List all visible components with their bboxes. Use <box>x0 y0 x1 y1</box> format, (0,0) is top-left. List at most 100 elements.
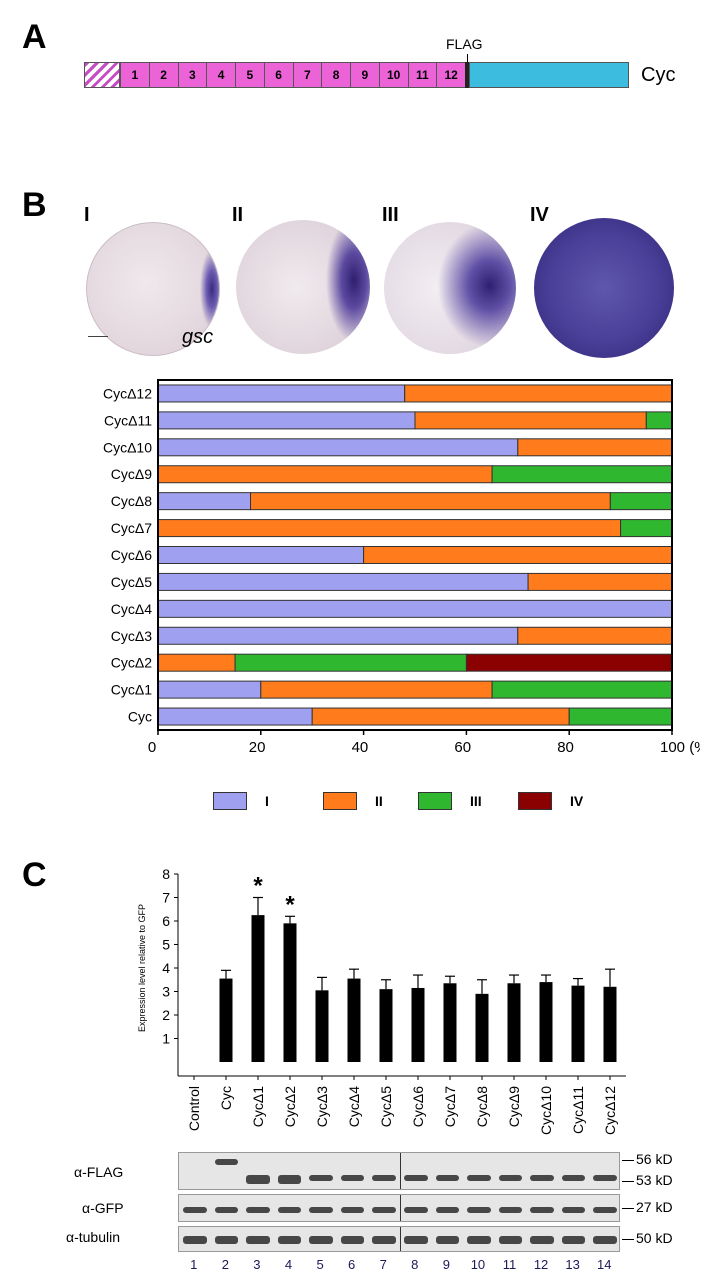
category-label-11: CycΔ2 <box>111 655 152 671</box>
blot-band-tubulin-12 <box>530 1236 554 1244</box>
bar-14 <box>603 986 617 1062</box>
blot-band-tubulin-2 <box>214 1236 239 1244</box>
bar-segment-6-3 <box>620 519 673 538</box>
panel-a-letter: A <box>22 18 47 56</box>
lane-number-1: 1 <box>190 1257 198 1272</box>
x-category-label-13: CycΔ11 <box>570 1086 586 1134</box>
y-tick-label-1: 1 <box>162 1031 170 1047</box>
lane-number-10: 10 <box>470 1257 486 1272</box>
domain-box-11: 11 <box>407 62 438 88</box>
blot-band-tubulin-6 <box>340 1236 365 1244</box>
construct-label: Cyc <box>641 64 676 86</box>
legend-swatch-iv <box>518 792 552 810</box>
flag-tick <box>467 54 468 62</box>
x-category-label-6: CycΔ4 <box>346 1086 362 1127</box>
mature-domain <box>469 62 629 88</box>
kd-tick-50 <box>622 1239 634 1240</box>
blot-label-flag: α-FLAG <box>74 1164 124 1180</box>
kd-label-56: 56 kD <box>636 1151 673 1167</box>
bar-segment-10-2 <box>517 626 673 645</box>
blot-label-tubulin: α-tubulin <box>66 1229 121 1245</box>
x-category-label-11: CycΔ9 <box>506 1086 522 1127</box>
category-label-13: Cyc <box>128 709 152 725</box>
blot-band-tubulin-13 <box>561 1236 586 1244</box>
bar-3 <box>251 915 265 1062</box>
x-tick-label-5: 100 (%) <box>660 739 700 756</box>
flag-label: FLAG <box>446 36 483 52</box>
bar-segment-9-1 <box>157 599 673 618</box>
kd-label-50: 50 kD <box>636 1230 673 1246</box>
lane-number-11: 11 <box>502 1257 517 1272</box>
kd-label-53: 53 kD <box>636 1172 673 1188</box>
prodomain-box <box>84 62 120 88</box>
blot-band-flag-6 <box>340 1175 365 1181</box>
legend-swatch-iii <box>418 792 452 810</box>
blot-band-gfp-6 <box>340 1207 365 1213</box>
blot-band-flag-11 <box>498 1175 523 1181</box>
x-tick-label-4: 80 <box>557 739 574 756</box>
panel-b-letter: B <box>22 186 47 224</box>
blot-strip-tubulin <box>178 1226 620 1252</box>
legend-swatch-ii <box>323 792 357 810</box>
bar-segment-11-3 <box>234 653 467 672</box>
blot-band-flag-8 <box>404 1175 428 1181</box>
bar-segment-2-1 <box>157 411 416 430</box>
legend-label-i: I <box>265 793 269 809</box>
category-label-8: CycΔ5 <box>111 574 152 590</box>
kd-label-27: 27 kD <box>636 1199 673 1215</box>
bar-13 <box>571 985 585 1062</box>
blot-band-gfp-10 <box>467 1207 491 1213</box>
x-category-label-4: CycΔ2 <box>282 1086 298 1127</box>
x-category-label-7: CycΔ5 <box>378 1086 394 1127</box>
significance-marker-4: * <box>285 891 295 918</box>
lane-number-9: 9 <box>442 1257 450 1272</box>
blot-divider-flag <box>400 1153 401 1189</box>
category-label-2: CycΔ11 <box>104 412 152 428</box>
x-category-label-1: Control <box>186 1086 202 1131</box>
embryo-image-i <box>86 222 220 356</box>
blot-band-flag-12 <box>530 1175 554 1181</box>
plot-frame <box>157 379 673 731</box>
lane-number-6: 6 <box>348 1257 356 1272</box>
domain-box-10: 10 <box>378 62 409 88</box>
expression-bar-chart: 1 2 3 4 5 6 7 8 Expression level relative to GFP… <box>137 866 626 1135</box>
y-axis-label: Expression level relative to GFP <box>137 904 147 1032</box>
x-tick-label-2: 40 <box>352 739 369 756</box>
bar-segment-5-1 <box>157 492 252 511</box>
bar-segment-12-3 <box>491 680 673 699</box>
blot-band-tubulin-4 <box>277 1236 302 1244</box>
legend-label-ii: II <box>375 793 383 809</box>
blot-strip-gfp <box>178 1194 620 1222</box>
scale-bar <box>88 336 108 337</box>
blot-band-tubulin-7 <box>372 1236 396 1244</box>
bar-segment-2-2 <box>414 411 647 430</box>
category-label-12: CycΔ1 <box>111 682 152 698</box>
domain-box-9: 9 <box>350 62 380 88</box>
category-label-4: CycΔ9 <box>111 466 152 482</box>
bar-6 <box>347 978 361 1062</box>
blot-band-gfp-1 <box>183 1207 207 1213</box>
domain-box-5: 5 <box>235 62 265 88</box>
significance-marker-3: * <box>253 873 263 900</box>
lane-number-13: 13 <box>565 1257 580 1272</box>
bar-segment-4-2 <box>157 465 493 484</box>
x-category-label-12: CycΔ10 <box>538 1086 554 1135</box>
x-category-label-10: CycΔ8 <box>474 1086 490 1127</box>
bar-segment-5-2 <box>250 492 611 511</box>
domain-box-4: 4 <box>206 62 236 88</box>
bar-segment-5-3 <box>609 492 673 511</box>
kd-tick-56 <box>622 1160 634 1161</box>
blot-band-flag-10 <box>467 1175 491 1181</box>
bar-segment-7-1 <box>157 546 365 564</box>
y-tick-label-5: 5 <box>162 937 170 953</box>
y-tick-label-6: 6 <box>162 913 170 929</box>
bar-2 <box>219 978 233 1062</box>
bar-segment-13-2 <box>311 707 570 726</box>
blot-band-flag-7 <box>372 1175 396 1181</box>
legend-item-ii: II <box>323 792 383 810</box>
bar-segment-1-1 <box>157 384 406 403</box>
lane-number-5: 5 <box>316 1257 324 1272</box>
legend-label-iii: III <box>470 793 482 809</box>
blot-band-gfp-8 <box>404 1207 428 1213</box>
blot-band-gfp-3 <box>246 1207 270 1213</box>
